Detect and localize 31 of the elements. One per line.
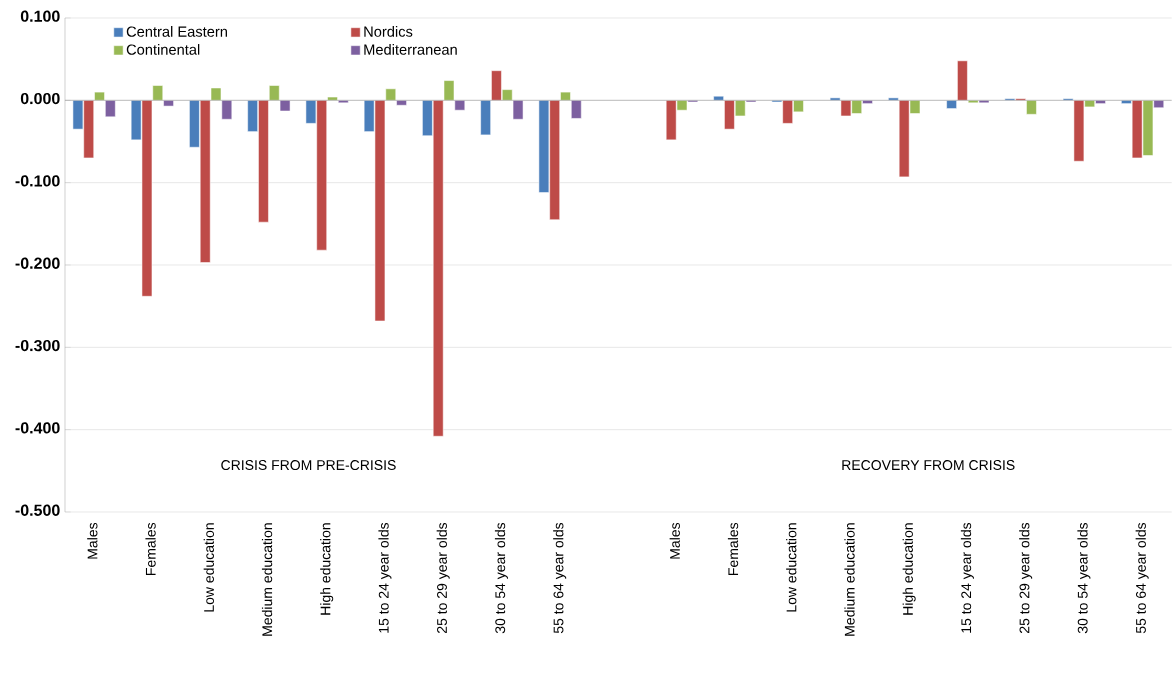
x-tick-label: High education <box>320 523 334 615</box>
x-tick-label: Medium education <box>261 523 273 636</box>
legend-label: Mediterranean <box>364 44 457 55</box>
y-tick-label: 0.000 <box>20 92 60 105</box>
y-tick-label: -0.300 <box>15 339 60 352</box>
x-tick-label: 55 to 64 year olds <box>1135 522 1149 634</box>
annotation: CRISIS FROM PRE-CRISIS <box>221 460 396 471</box>
legend-label: Central Eastern <box>126 26 227 37</box>
legend-label: Nordics <box>364 26 413 37</box>
y-tick-label: -0.100 <box>15 175 60 187</box>
x-tick-label: Low education <box>786 523 797 612</box>
x-tick-label: Females <box>145 522 156 575</box>
x-tick-label: 25 to 29 year olds <box>436 522 450 633</box>
legend-label: Continental <box>126 44 200 55</box>
x-tick-label: Females <box>727 522 739 575</box>
y-tick-label: 0.100 <box>20 10 60 22</box>
x-tick-label: 30 to 54 year olds <box>1077 522 1091 634</box>
x-tick-label: Low education <box>203 523 214 612</box>
y-tick-label: -0.500 <box>15 504 60 516</box>
x-tick-label: 55 to 64 year olds <box>553 522 567 634</box>
y-tick-label: -0.400 <box>15 422 60 434</box>
x-tick-label: Males <box>669 522 680 559</box>
x-tick-label: Males <box>87 522 98 559</box>
annotation: RECOVERY FROM CRISIS <box>842 460 1015 471</box>
x-tick-label: 15 to 24 year olds <box>960 522 974 633</box>
x-tick-label: Medium education <box>844 523 855 636</box>
x-tick-label: 25 to 29 year olds <box>1019 522 1033 633</box>
x-tick-label: High education <box>902 523 916 615</box>
x-tick-label: 30 to 54 year olds <box>494 522 508 634</box>
x-tick-label: 15 to 24 year olds <box>378 522 392 633</box>
y-tick-label: -0.200 <box>15 257 60 269</box>
